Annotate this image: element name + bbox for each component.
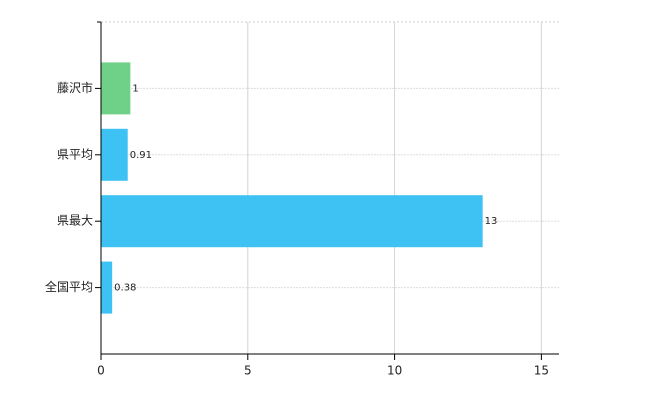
x-tick-label: 5 — [244, 364, 252, 378]
bar — [101, 195, 483, 248]
bar — [101, 62, 131, 115]
y-tick-label: 藤沢市 — [57, 80, 93, 95]
x-tick-label: 0 — [97, 364, 105, 378]
bar — [101, 261, 113, 314]
y-tick-label: 県最大 — [57, 214, 93, 228]
value-label: 0.38 — [114, 283, 136, 294]
value-label: 0.91 — [130, 150, 152, 161]
bar — [101, 128, 128, 181]
x-tick-label: 15 — [534, 364, 549, 378]
value-label: 1 — [132, 83, 138, 94]
x-tick-label: 10 — [387, 364, 402, 378]
y-tick-label: 県平均 — [57, 147, 93, 161]
value-label: 13 — [485, 216, 498, 227]
y-tick-label: 全国平均 — [45, 279, 93, 294]
